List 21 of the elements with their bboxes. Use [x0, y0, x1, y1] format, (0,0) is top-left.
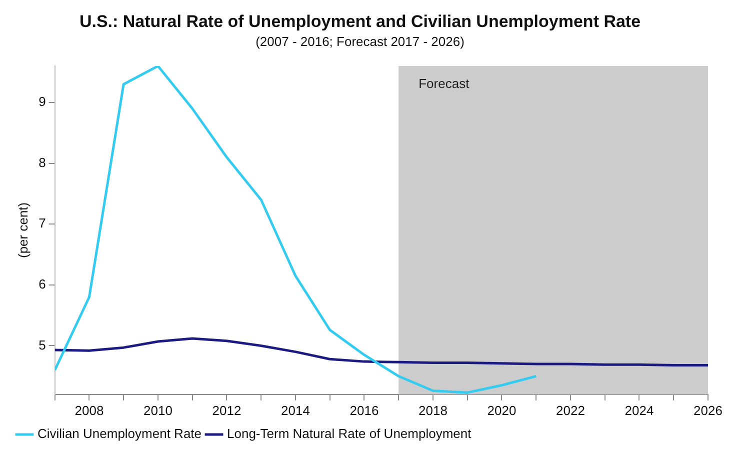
x-tick-label: 2026: [694, 402, 722, 418]
y-tick-label: 5: [38, 337, 46, 352]
x-tick-label: 2020: [487, 402, 516, 418]
y-tick-label: 9: [38, 94, 46, 110]
y-tick-label: 7: [38, 216, 46, 231]
legend-label: Long-Term Natural Rate of Unemployment: [227, 426, 472, 442]
band-label: Forecast: [418, 76, 470, 92]
x-tick-label: 2018: [418, 402, 448, 418]
x-tick-label: 2016: [350, 402, 379, 418]
y-tick-label: 8: [38, 154, 46, 170]
x-tick-label: 2022: [556, 402, 585, 418]
x-tick-label: 2010: [144, 402, 172, 418]
chart-title: U.S.: Natural Rate of Unemployment and Civilian Unemployment Rate: [79, 12, 641, 31]
legend-label: Civilian Unemployment Rate: [38, 426, 202, 442]
x-tick-label: 2012: [212, 402, 242, 418]
x-tick-label: 2014: [281, 402, 310, 418]
chart-subtitle: (2007 - 2016; Forecast 2017 - 2026): [256, 34, 464, 49]
x-tick-label: 2024: [624, 402, 654, 418]
x-tick-label: 2008: [74, 402, 104, 418]
y-tick-label: 6: [38, 276, 46, 292]
y-axis-title: (per cent): [15, 202, 30, 258]
